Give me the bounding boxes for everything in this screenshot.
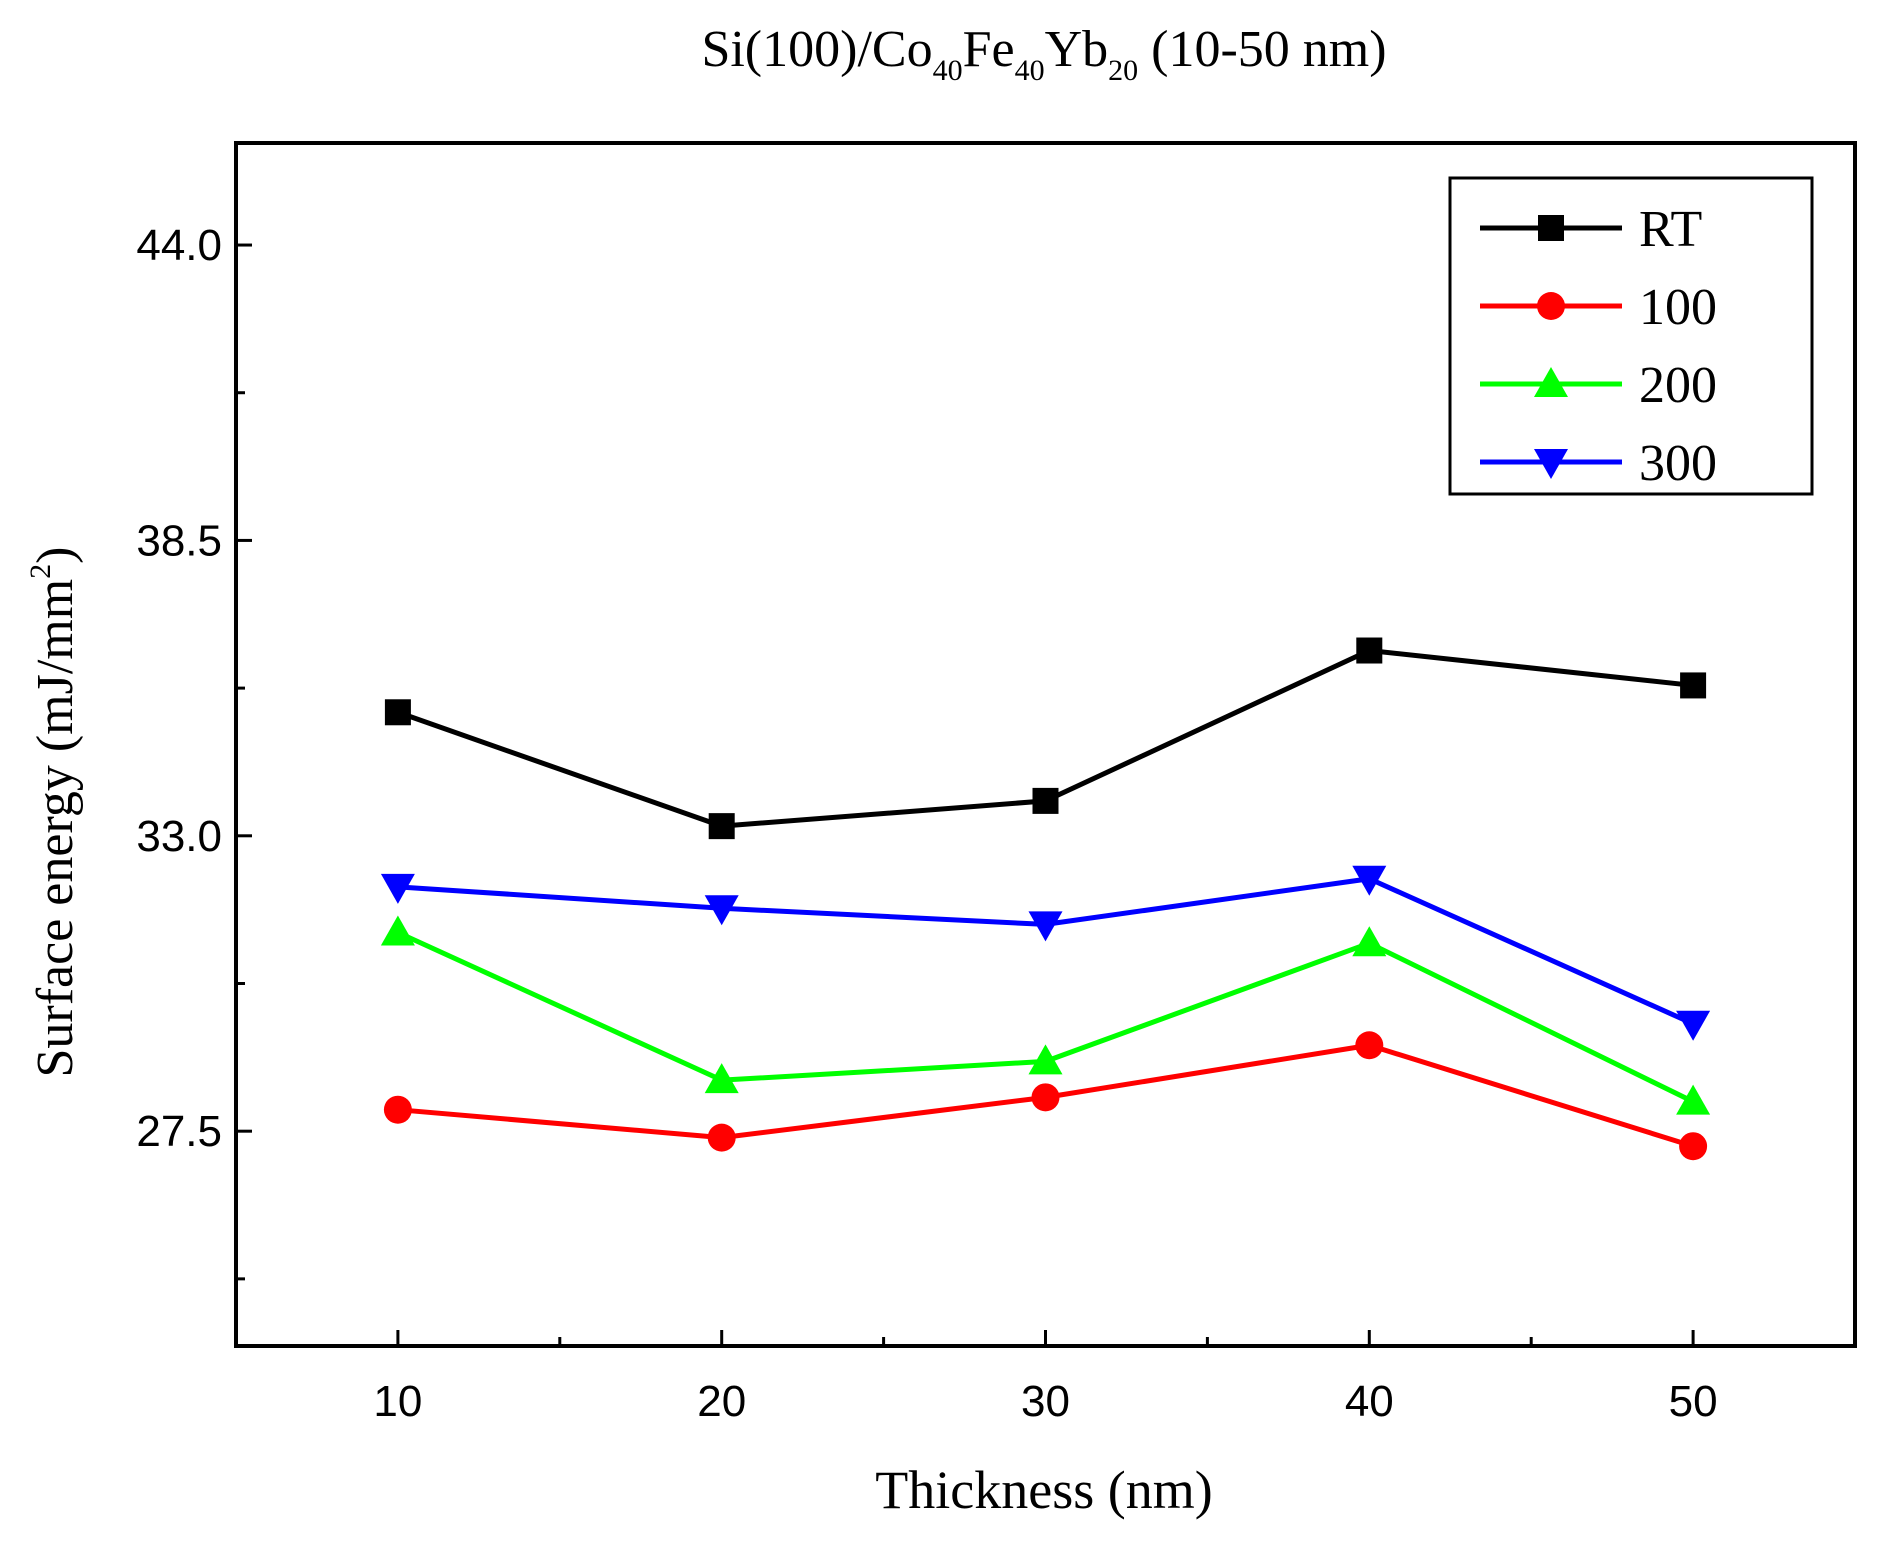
- data-point-rt: [1356, 637, 1383, 664]
- title-part-sub-co: 40: [933, 54, 963, 87]
- legend-label: 100: [1639, 279, 1717, 336]
- data-point-200: [380, 915, 415, 946]
- legend-item-200: 200: [1480, 357, 1717, 414]
- title-part-sub-fe: 40: [1015, 54, 1045, 87]
- data-point-300: [1028, 911, 1063, 942]
- title-part-range: (10-50 nm): [1138, 21, 1386, 78]
- y-tick-label: 27.5: [136, 1107, 222, 1156]
- data-point-200: [1352, 926, 1387, 957]
- data-point-100: [1679, 1132, 1708, 1161]
- data-point-300: [1352, 865, 1387, 896]
- series-group: [380, 637, 1711, 1161]
- series-100: [383, 1031, 1708, 1161]
- y-axis-label-close: ): [27, 547, 84, 564]
- y-axis-label-main: Surface energy (mJ/mm: [27, 579, 84, 1078]
- legend-item-300: 300: [1480, 435, 1717, 492]
- x-tick-label: 20: [697, 1377, 746, 1426]
- legend-box: [1448, 176, 1814, 496]
- data-point-rt: [1032, 787, 1059, 814]
- data-point-100: [383, 1095, 412, 1124]
- data-point-300: [380, 873, 415, 904]
- data-point-rt: [1680, 672, 1707, 699]
- series-200: [380, 915, 1711, 1115]
- data-point-200: [1676, 1084, 1711, 1115]
- title-part-formula-start: Si(100)/Co: [701, 21, 932, 78]
- data-point-300: [1676, 1010, 1711, 1041]
- y-tick-label: 44.0: [136, 221, 222, 270]
- y-axis-label-superscript: 2: [24, 564, 57, 579]
- ticks: 10 20 30 40 50 27.5 33.0 38.5 44.0: [136, 221, 1717, 1426]
- data-point-100: [1355, 1031, 1384, 1060]
- y-tick-label: 38.5: [136, 516, 222, 565]
- x-tick-label: 10: [373, 1377, 422, 1426]
- x-tick-label: 30: [1021, 1377, 1070, 1426]
- legend-marker: [1537, 292, 1565, 320]
- chart-title: Si(100)/Co40Fe40Yb20 (10-50 nm): [701, 21, 1386, 87]
- series-rt: [384, 637, 1707, 840]
- data-point-rt: [384, 699, 411, 726]
- data-point-100: [1031, 1083, 1060, 1112]
- data-point-rt: [708, 813, 735, 840]
- series-300: [380, 865, 1711, 1041]
- legend-item-rt: RT: [1480, 201, 1702, 258]
- legend-label: 300: [1639, 435, 1717, 492]
- title-part-sub-yb: 20: [1108, 54, 1138, 87]
- legend-label: RT: [1639, 201, 1702, 258]
- data-point-200: [704, 1063, 739, 1094]
- data-point-300: [704, 895, 739, 926]
- legend-label: 200: [1639, 357, 1717, 414]
- title-part-fe: Fe: [963, 21, 1015, 78]
- data-point-200: [1028, 1044, 1063, 1075]
- data-point-100: [707, 1123, 736, 1152]
- y-axis-label: Surface energy (mJ/mm2): [24, 547, 84, 1078]
- legend-marker: [1538, 215, 1564, 241]
- legend: RT 100 200 300: [1448, 176, 1814, 496]
- x-tick-label: 50: [1669, 1377, 1718, 1426]
- x-tick-label: 40: [1345, 1377, 1394, 1426]
- legend-item-100: 100: [1480, 279, 1717, 336]
- legend-marker: [1534, 367, 1568, 397]
- legend-marker: [1534, 449, 1568, 479]
- x-axis-label: Thickness (nm): [875, 1460, 1212, 1520]
- title-part-yb: Yb: [1045, 21, 1109, 78]
- y-tick-label: 33.0: [136, 812, 222, 861]
